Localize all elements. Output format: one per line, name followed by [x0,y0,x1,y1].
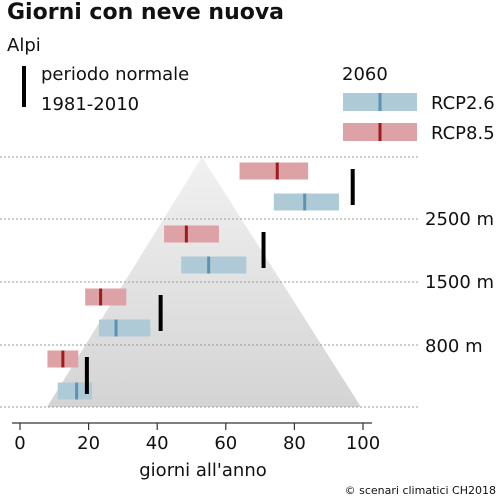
x-tick-label-60: 60 [214,433,237,454]
chart-title: Giorni con neve nuova [7,0,284,25]
bar-rcp26-level-1 [181,256,247,274]
legend-normal-label-line1: periodo normale [41,64,189,85]
bar-rcp85-level-0 [239,162,309,180]
x-tick-label-40: 40 [146,433,169,454]
elevation-label-800: 800 m [425,336,483,357]
legend-normal-label-line2: 1981-2010 [41,94,139,115]
bar-rcp26-level-0 [273,193,339,211]
x-axis-label: giorni all'anno [139,460,267,481]
credit: © scenari climatici CH2018 [345,484,496,497]
bar-rcp26-level-2 [98,319,151,337]
legend-label-RCP2.6: RCP2.6 [431,93,495,114]
bar-rcp85-level-2 [85,288,127,306]
plot-area: 0 20 40 60 80 100 RCP2.6 RCP8.5 [0,93,495,454]
chart-subtitle: Alpi [7,35,41,56]
legend-label-RCP8.5: RCP8.5 [431,123,495,144]
x-tick-label-20: 20 [77,433,100,454]
bar-rcp85-level-1 [164,225,219,243]
elevation-label-2500: 2500 m [425,209,494,230]
x-tick-label-80: 80 [283,433,306,454]
x-tick-label-100: 100 [346,433,380,454]
elevation-label-1500: 1500 m [425,272,494,293]
bar-rcp26-level-3 [57,382,93,400]
x-tick-label-0: 0 [14,433,25,454]
legend-scenario-header: 2060 [342,64,388,85]
